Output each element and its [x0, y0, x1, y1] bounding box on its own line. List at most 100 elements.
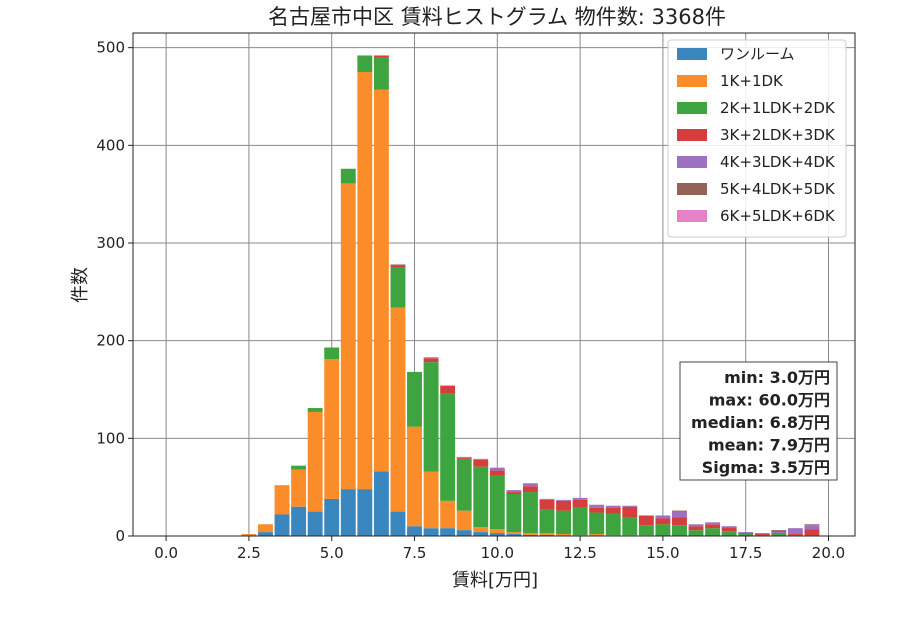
- histogram-bar: [771, 533, 787, 535]
- histogram-bar: [738, 533, 754, 535]
- histogram-bar: [489, 529, 505, 534]
- histogram-bar: [324, 359, 340, 499]
- histogram-bar: [307, 511, 323, 536]
- y-tick-label: 100: [96, 429, 125, 447]
- histogram-bar: [456, 457, 472, 459]
- y-tick-label: 0: [115, 527, 125, 545]
- histogram-bar: [440, 500, 456, 529]
- histogram-bar: [787, 528, 803, 535]
- histogram-bar: [622, 506, 638, 518]
- x-tick-label: 10.0: [481, 544, 514, 562]
- histogram-bar: [489, 475, 505, 530]
- histogram-bar: [556, 510, 572, 535]
- x-tick-label: 7.5: [403, 544, 427, 562]
- legend-swatch: [677, 75, 707, 87]
- x-tick-label: 0.0: [154, 544, 178, 562]
- histogram-bar: [357, 489, 373, 536]
- histogram-bar: [672, 511, 687, 518]
- histogram-bar: [307, 408, 323, 412]
- y-tick-label: 500: [96, 39, 125, 57]
- histogram-bar: [522, 486, 538, 493]
- histogram-bar: [572, 499, 588, 508]
- histogram-bar: [456, 510, 472, 531]
- histogram-bar: [721, 527, 737, 532]
- histogram-bar: [721, 526, 737, 528]
- histogram-bar: [539, 499, 555, 510]
- histogram-bar: [738, 534, 754, 536]
- histogram-bar: [705, 528, 721, 536]
- histogram-bar: [589, 512, 605, 535]
- histogram-bar: [688, 530, 704, 536]
- histogram-bar: [274, 514, 290, 536]
- histogram-bar: [672, 510, 687, 512]
- histogram-bar: [622, 517, 638, 536]
- histogram-bar: [672, 517, 687, 526]
- histogram-bar: [572, 507, 588, 536]
- histogram-bar: [456, 456, 472, 458]
- legend-label: 5K+4LDK+5DK: [720, 180, 836, 198]
- histogram-bar: [787, 534, 803, 536]
- histogram-bar: [605, 507, 621, 514]
- legend-swatch: [677, 102, 707, 114]
- legend-label: ワンルーム: [720, 45, 795, 63]
- histogram-bar: [605, 505, 621, 508]
- histogram-bar: [291, 469, 307, 507]
- axis-ticks: 0.0 2.5 5.0 7.5 10.0 12.5 15.0 17.5 20.0 0 100 200 3…: [96, 39, 845, 562]
- histogram-bar: [258, 524, 273, 533]
- y-axis-title: 件数: [70, 267, 91, 303]
- histogram-bar: [407, 526, 422, 536]
- histogram-bar: [589, 507, 605, 513]
- histogram-bar: [357, 72, 373, 490]
- histogram-bar: [340, 183, 356, 490]
- x-tick-label: 12.5: [563, 544, 596, 562]
- histogram-bar: [473, 532, 489, 536]
- legend-box: [667, 39, 847, 238]
- histogram-bar: [622, 505, 638, 507]
- legend-swatch: [677, 183, 707, 195]
- x-tick-label: 5.0: [320, 544, 344, 562]
- histogram-bar: [589, 504, 605, 508]
- histogram-bar: [373, 55, 389, 58]
- histogram-bar: [738, 532, 754, 534]
- histogram-bar: [655, 524, 671, 536]
- stats-box-frame: [679, 361, 838, 481]
- plot-frame: [132, 32, 856, 537]
- histogram-bar: [373, 57, 389, 90]
- histogram-bar: [638, 525, 654, 536]
- y-tick-label: 200: [96, 332, 125, 350]
- stats-line: Sigma: 3.5万円: [702, 458, 830, 477]
- x-tick-label: 15.0: [646, 544, 679, 562]
- histogram-bar: [754, 533, 770, 535]
- histogram-bar: [522, 483, 538, 487]
- histogram-bar: [572, 497, 588, 500]
- histogram-bar: [291, 506, 307, 536]
- histogram-bar: [539, 509, 555, 534]
- histogram-bar: [721, 531, 737, 536]
- histogram-bar: [423, 528, 439, 536]
- histogram-bar: [373, 471, 389, 536]
- histogram-bar: [340, 168, 356, 184]
- histogram-bar: [291, 465, 307, 470]
- histogram-bar: [440, 385, 456, 394]
- y-tick-label: 300: [96, 234, 125, 252]
- histogram-bar: [324, 498, 340, 536]
- histogram-bar: [357, 55, 373, 73]
- histogram-bar: [489, 470, 505, 476]
- histogram-bar: [489, 533, 505, 536]
- histogram-bar: [556, 500, 572, 511]
- histogram-bar: [804, 529, 820, 536]
- histogram-bar: [340, 489, 356, 536]
- histogram-bar: [473, 458, 489, 460]
- legend-swatch: [677, 210, 707, 222]
- histogram-bar: [489, 467, 505, 471]
- legend-swatch: [677, 48, 707, 60]
- y-tick-label: 400: [96, 136, 125, 154]
- histogram-bar: [506, 532, 522, 535]
- histogram-bar: [473, 527, 489, 533]
- x-tick-label: 2.5: [237, 544, 261, 562]
- histogram-bar: [705, 524, 721, 529]
- x-tick-label: 20.0: [812, 544, 845, 562]
- histogram-bar: [672, 525, 687, 536]
- histogram-bar: [274, 485, 290, 515]
